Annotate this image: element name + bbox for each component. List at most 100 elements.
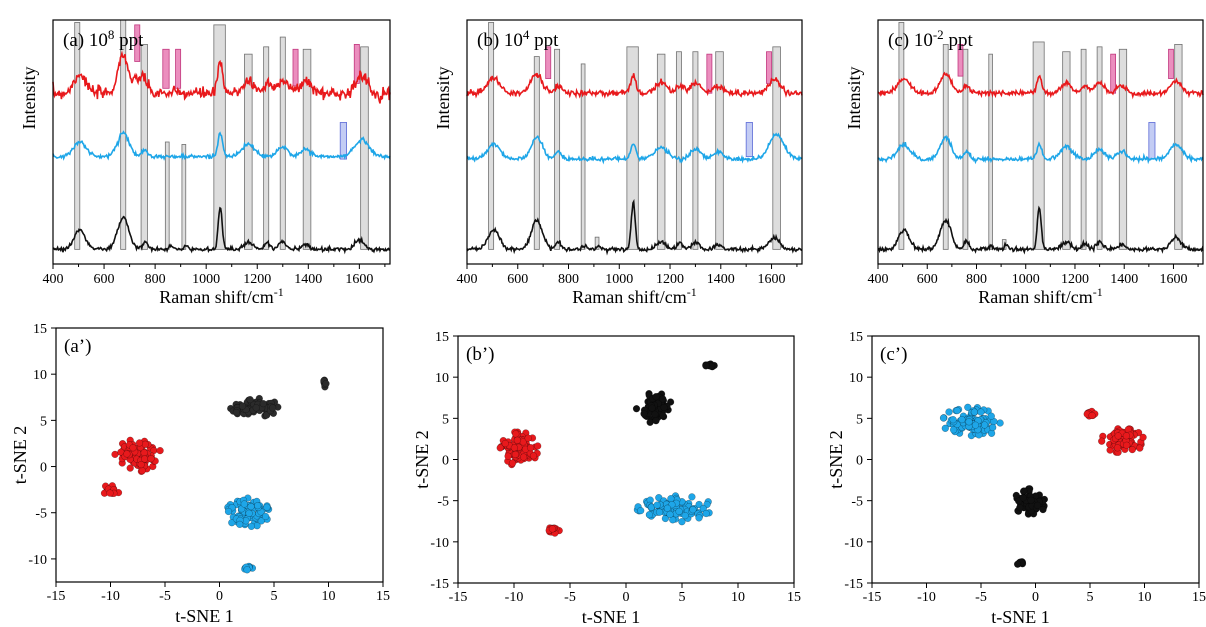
scatter-point-1: [970, 408, 978, 416]
y-tick-label: 10: [435, 371, 449, 386]
y-axis-label: t-SNE 2: [826, 430, 846, 489]
scatter-point-1: [702, 509, 710, 518]
y-axis-label: Intensity: [844, 67, 864, 130]
blue-band: [745, 122, 753, 158]
pink-band: [134, 24, 141, 62]
scatter-point-2: [259, 400, 267, 408]
scatter-point-1: [263, 503, 271, 511]
scatter-point-1: [675, 507, 683, 515]
axes-frame: [871, 335, 1200, 584]
scatter-point-2: [232, 408, 240, 417]
scatter-point-2: [646, 418, 654, 426]
scatter-point-1: [695, 514, 703, 522]
scatter-point-1: [262, 512, 270, 521]
scatter-point-2: [1039, 506, 1047, 514]
y-tick-label: -10: [28, 553, 47, 568]
spectrum-panel-b: 400 600 800 1000 1200 1400 1600 Raman shift/cm-…: [433, 19, 803, 307]
tsne-panel-b: -15 -10 -5 0 5 10 15 -15 -10 -5 0 5 10 15 t-SNE 1 t-SNE…: [412, 330, 801, 627]
gray-band: [488, 22, 495, 250]
pink-band: [1168, 48, 1174, 79]
gray-band: [626, 46, 639, 250]
scatter-point-0: [1123, 441, 1131, 449]
gray-band: [1096, 46, 1103, 250]
spectrum-line-2: [466, 198, 803, 256]
scatter-point-1: [257, 517, 265, 525]
scatter-point-2: [651, 410, 659, 418]
spectrum-line-1: [877, 135, 1204, 165]
scatter-point-1: [663, 504, 671, 512]
y-tick-label: -10: [430, 536, 449, 551]
scatter-point-0: [1128, 446, 1136, 454]
scatter-point-0: [1122, 432, 1130, 440]
x-tick-label: 600: [917, 272, 938, 287]
x-tick-label: 10: [1138, 590, 1152, 605]
x-tick-label: 1600: [1159, 272, 1187, 287]
x-tick-label: 400: [868, 272, 889, 287]
y-tick-label: 0: [856, 454, 863, 469]
scatter-point-0: [1114, 432, 1122, 440]
gray-band: [279, 36, 286, 250]
scatter-point-0: [156, 447, 164, 455]
x-tick-label: 800: [145, 272, 166, 287]
x-tick-label: 600: [507, 272, 528, 287]
x-tick-label: -15: [47, 589, 66, 604]
scatter-point-2: [659, 411, 667, 419]
y-tick-label: -5: [437, 495, 449, 510]
y-tick-label: -5: [851, 495, 863, 510]
scatter-point-2: [1033, 501, 1042, 509]
x-axis-label: t-SNE 1: [582, 607, 641, 627]
x-tick-label: -15: [449, 590, 468, 605]
panel-label: (a’): [64, 336, 91, 357]
x-axis-label: Raman shift/cm-1: [978, 285, 1102, 307]
x-tick-label: 1600: [345, 272, 373, 287]
scatter-point-2: [269, 404, 277, 412]
spectrum-panel-a: 400 600 800 1000 1200 1400 1600 Raman shift/cm-…: [19, 19, 391, 307]
x-tick-label: -10: [101, 589, 120, 604]
x-tick-label: 1400: [294, 272, 322, 287]
scatter-point-1: [666, 510, 674, 518]
gray-band: [263, 46, 270, 250]
scatter-point-1: [949, 416, 957, 424]
scatter-point-0: [137, 461, 145, 469]
spectrum-line-1: [52, 130, 391, 161]
scatter-point-1: [941, 424, 949, 432]
panel-title: (a) 108 ppt: [63, 27, 144, 52]
gray-band: [533, 56, 540, 250]
scatter-point-1: [667, 495, 675, 503]
x-tick-label: 5: [1087, 590, 1094, 605]
y-tick-label: 15: [435, 330, 449, 345]
pink-band: [957, 44, 964, 77]
gray-band: [594, 236, 600, 250]
x-tick-label: 15: [787, 590, 801, 605]
scatter-point-0: [1088, 411, 1096, 420]
axes-frame: [877, 19, 1204, 265]
scatter-point-2: [252, 404, 260, 412]
gray-band: [898, 22, 905, 250]
scatter-point-2: [1019, 494, 1027, 502]
scatter-point-1: [996, 419, 1004, 427]
gray-band: [962, 48, 969, 250]
gray-band: [772, 46, 781, 250]
pink-band: [292, 48, 299, 87]
y-tick-label: -15: [844, 577, 863, 592]
x-tick-label: 5: [679, 590, 686, 605]
x-tick-label: 800: [558, 272, 579, 287]
y-tick-label: 5: [40, 414, 47, 429]
scatter-point-1: [939, 414, 948, 422]
axes-frame: [52, 19, 391, 265]
x-tick-label: 1400: [707, 272, 735, 287]
scatter-point-2: [1016, 504, 1024, 512]
blue-band: [1148, 122, 1156, 160]
x-tick-label: 1200: [1061, 272, 1089, 287]
scatter-point-0: [140, 449, 148, 457]
scatter-point-1: [950, 426, 958, 434]
scatter-point-2: [702, 362, 710, 370]
scatter-point-2: [632, 405, 641, 413]
axes-frame: [466, 19, 803, 265]
pink-band: [175, 48, 182, 89]
scatter-point-0: [512, 430, 520, 438]
x-tick-label: -5: [159, 589, 171, 604]
panel-label: (c’): [880, 344, 907, 365]
scatter-point-0: [508, 459, 517, 467]
spectrum-line-0: [466, 72, 803, 100]
